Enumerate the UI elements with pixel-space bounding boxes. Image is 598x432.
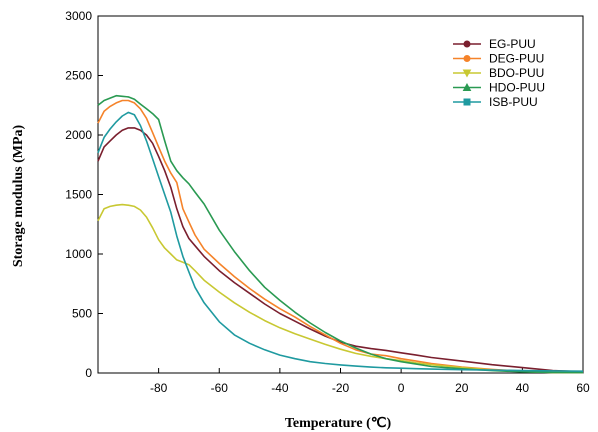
- legend-item-bdo-puu: BDO-PUU: [453, 66, 544, 80]
- y-tick-label: 2500: [65, 69, 92, 83]
- x-tick-label: -60: [211, 381, 229, 395]
- y-tick-label: 1000: [65, 247, 92, 261]
- legend-label: EG-PUU: [489, 37, 536, 51]
- series-line-deg-puu: [97, 99, 583, 374]
- x-tick-label: 60: [576, 381, 590, 395]
- legend-marker: [462, 69, 472, 78]
- legend-label: ISB-PUU: [489, 95, 538, 109]
- legend-marker: [462, 82, 472, 91]
- series-layer: [97, 94, 584, 374]
- x-tick-label: 20: [455, 381, 469, 395]
- x-tick-label: 40: [516, 381, 530, 395]
- series-deg-puu: [97, 99, 583, 374]
- y-axis-title: Storage modulus (MPa): [11, 125, 26, 268]
- x-tick-label: 0: [398, 381, 405, 395]
- legend-marker: [463, 98, 471, 106]
- legend-label: DEG-PUU: [489, 52, 544, 66]
- series-hdo-puu: [97, 94, 584, 374]
- legend-marker: [463, 40, 471, 48]
- legend-item-deg-puu: DEG-PUU: [453, 52, 544, 66]
- series-line-hdo-puu: [97, 94, 584, 374]
- y-tick-label: 3000: [65, 9, 92, 23]
- legend-item-eg-puu: EG-PUU: [453, 37, 536, 51]
- x-tick-label: -40: [271, 381, 289, 395]
- x-tick-label: -20: [332, 381, 350, 395]
- legend-item-hdo-puu: HDO-PUU: [453, 81, 545, 95]
- legend-marker: [463, 55, 471, 62]
- series-line-bdo-puu: [97, 203, 584, 374]
- x-axis-ticks: -80 -60 -40 -20 0 20 40 60: [150, 368, 590, 395]
- y-tick-label: 500: [72, 307, 92, 321]
- x-tick-label: -80: [150, 381, 168, 395]
- y-tick-label: 2000: [65, 128, 92, 142]
- y-tick-label: 0: [85, 366, 92, 380]
- series-isb-puu: [97, 111, 584, 372]
- y-axis-ticks: 0 500 1000 1500 2000 2500 3000: [65, 9, 103, 380]
- series-line-eg-puu: [97, 127, 584, 373]
- legend-item-isb-puu: ISB-PUU: [453, 95, 538, 109]
- x-axis-title: Temperature (℃): [285, 416, 392, 431]
- series-line-isb-puu: [97, 111, 584, 372]
- series-bdo-puu: [97, 203, 584, 374]
- legend-label: HDO-PUU: [489, 81, 545, 95]
- series-eg-puu: [97, 127, 584, 373]
- legend-label: BDO-PUU: [489, 66, 544, 80]
- y-tick-label: 1500: [65, 188, 92, 202]
